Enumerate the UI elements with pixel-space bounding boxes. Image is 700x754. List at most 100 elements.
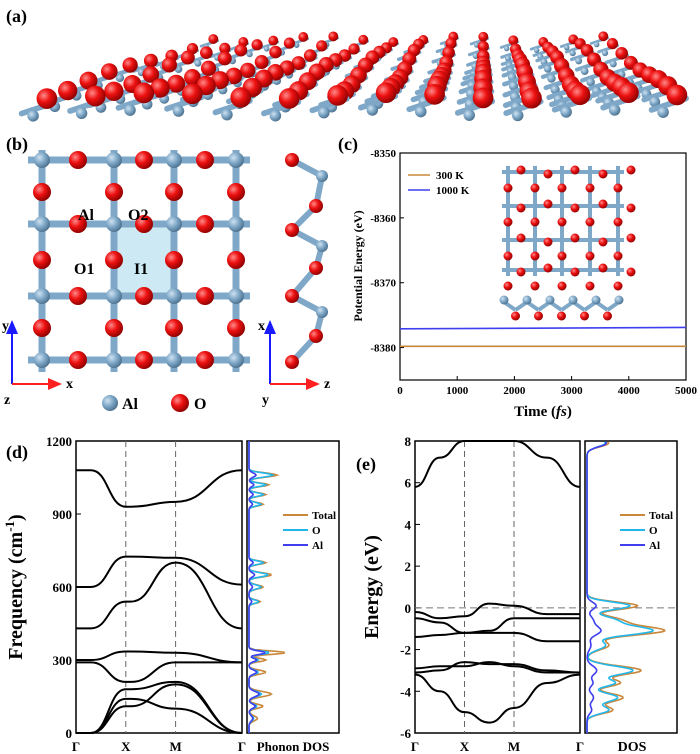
slab-al-atom bbox=[503, 45, 510, 52]
inset-atom bbox=[614, 295, 624, 305]
electronic-band bbox=[414, 617, 580, 634]
inset-atom bbox=[522, 295, 532, 305]
slab-o-atom bbox=[615, 47, 628, 60]
side-al-atom bbox=[316, 240, 328, 252]
md-snapshot-inset bbox=[499, 165, 636, 321]
electronic-dos-o bbox=[586, 441, 655, 733]
phonon-xtick-label: Γ bbox=[238, 739, 246, 754]
slab-o-atom bbox=[618, 82, 639, 104]
electronic-dos-frame bbox=[584, 440, 678, 734]
inset-o-atom bbox=[626, 233, 636, 243]
inset-o-atom bbox=[570, 233, 580, 243]
slab-o-atom bbox=[477, 40, 489, 53]
electronic-ytick-label: -2 bbox=[400, 643, 411, 658]
panel-label-e: (e) bbox=[356, 454, 376, 475]
electronic-ytick-label: 6 bbox=[405, 476, 412, 491]
slab-o-atom bbox=[133, 82, 155, 104]
al-atom bbox=[228, 216, 244, 232]
electronic-band bbox=[414, 602, 580, 620]
electronic-ytick-label: -4 bbox=[400, 684, 411, 699]
inset-o-atom bbox=[585, 281, 595, 291]
axis-label-x-side: x bbox=[258, 319, 265, 334]
slab-al-atom bbox=[221, 108, 233, 121]
slab-o-atom bbox=[251, 39, 263, 51]
al-atom bbox=[166, 352, 182, 368]
slab-o-atom bbox=[327, 85, 349, 106]
phonon-bands bbox=[75, 469, 243, 734]
inset-o-atom bbox=[503, 183, 513, 193]
md-xtick-label: 1000 bbox=[446, 385, 469, 397]
slab-o-atom bbox=[508, 35, 519, 46]
panel-c: (c) 0 1000 2000 3000 4000 5000 -8350 -8360 -8370… bbox=[338, 134, 698, 420]
slab-o-atom bbox=[225, 67, 243, 85]
inset-atom bbox=[499, 295, 509, 305]
o-atom-icon bbox=[171, 394, 189, 412]
panel-e: (e) -6 -4 -2 0 2 4 6 8 Γ X M Γ Total O Al DOS Energ… bbox=[356, 434, 678, 754]
slab-o-atom bbox=[240, 62, 256, 78]
axis-label-y: y bbox=[2, 319, 9, 334]
phonon-xtick-label: Γ bbox=[72, 739, 80, 754]
legend-o: O bbox=[194, 396, 206, 413]
inset-o-atom bbox=[543, 237, 553, 247]
electronic-ytick-label: 2 bbox=[405, 559, 412, 574]
panel-label-d: (d) bbox=[6, 442, 28, 463]
al-atom bbox=[34, 152, 50, 168]
site-label-o2: O2 bbox=[128, 207, 148, 224]
axis-triad-side: x z y bbox=[258, 319, 330, 408]
md-axis-ticks: 0 1000 2000 3000 4000 5000 -8350 -8360 -8370 -838… bbox=[370, 148, 697, 397]
inset-o-atom bbox=[516, 203, 526, 213]
inset-atom bbox=[534, 311, 543, 321]
o-atom bbox=[196, 287, 214, 305]
electronic-band bbox=[414, 631, 580, 643]
panel-b: (b) Al O2 O1 I1 y x z x z y Al O bbox=[2, 134, 330, 413]
dos-legend-al: Al bbox=[649, 540, 660, 552]
slab-o-atom bbox=[234, 43, 248, 57]
phonon-ylabel: Frequency (cm-1) bbox=[2, 514, 27, 659]
slab-o-atom bbox=[142, 66, 160, 83]
slab-al-atom bbox=[657, 106, 669, 118]
slab-o-atom bbox=[150, 78, 170, 98]
atom-legend: Al O bbox=[102, 394, 206, 413]
al-atom bbox=[106, 288, 122, 304]
slab-al-atom bbox=[569, 50, 576, 57]
o-atom bbox=[105, 183, 123, 201]
electronic-bands bbox=[414, 440, 581, 724]
phonon-band bbox=[76, 661, 242, 683]
o-atom bbox=[33, 319, 51, 337]
side-o-atom bbox=[309, 261, 323, 275]
slab-al-atom bbox=[415, 105, 427, 118]
phonon-ytick-label: 900 bbox=[53, 507, 73, 522]
slab-o-atom bbox=[283, 37, 296, 49]
slab-al-atom bbox=[575, 57, 583, 65]
slab-al-atom bbox=[580, 67, 589, 76]
side-o-atom bbox=[285, 289, 299, 303]
o-atom bbox=[227, 319, 245, 337]
inset-o-atom bbox=[503, 251, 513, 261]
inset-atom bbox=[568, 295, 578, 305]
panel-label-a: (a) bbox=[6, 6, 27, 27]
inset-o-atom bbox=[613, 183, 623, 193]
inset-atom bbox=[580, 311, 589, 321]
electronic-xtick-label: X bbox=[460, 739, 470, 754]
inset-o-atom bbox=[557, 183, 567, 193]
electronic-legend: Total O Al bbox=[620, 510, 673, 552]
legend-al: Al bbox=[122, 396, 139, 413]
inset-o-atom bbox=[570, 267, 580, 277]
al-atom bbox=[106, 152, 122, 168]
md-xtick-label: 2000 bbox=[503, 385, 526, 397]
inset-o-atom bbox=[530, 281, 540, 291]
inset-o-atom bbox=[557, 217, 567, 227]
electronic-dos-curves bbox=[586, 441, 666, 733]
phonon-ytick-label: 300 bbox=[53, 653, 73, 668]
slab-o-atom bbox=[122, 57, 138, 73]
o-atom bbox=[196, 151, 214, 169]
md-ylabel: Potential Energy (eV) bbox=[351, 210, 365, 321]
axis-label-y-side: y bbox=[262, 393, 269, 408]
o-atom bbox=[196, 351, 214, 369]
inset-o-atom bbox=[557, 251, 567, 261]
electronic-xtick-label: M bbox=[508, 739, 520, 754]
slab-o-atom bbox=[268, 35, 279, 46]
slab-al-atom bbox=[649, 96, 661, 108]
slab-al-atom bbox=[543, 65, 552, 73]
